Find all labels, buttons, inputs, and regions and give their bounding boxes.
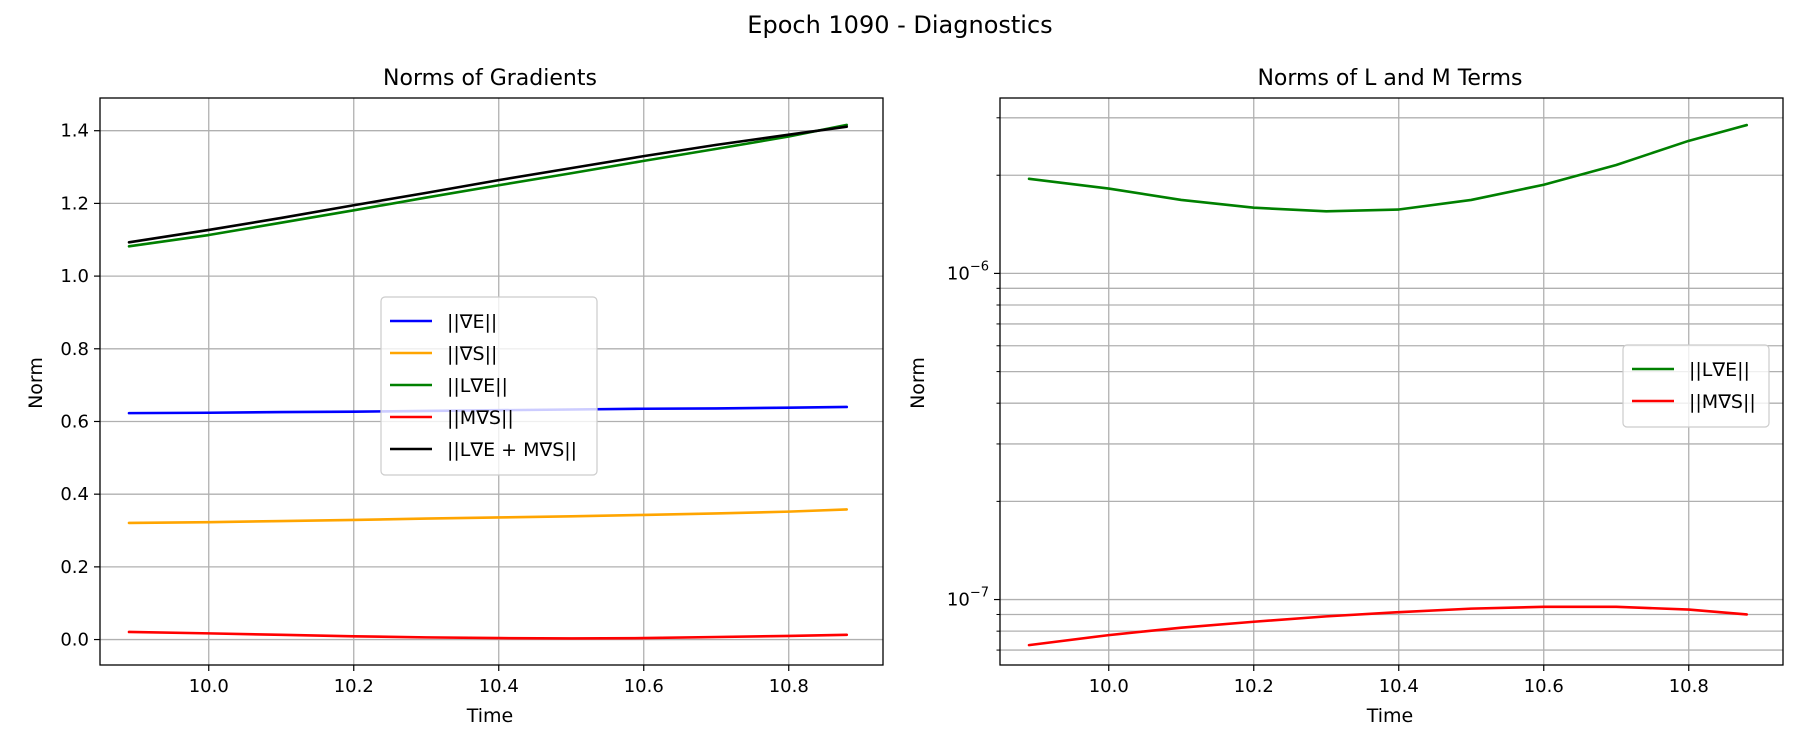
- lm-terms-x-tick-label: 10.0: [1089, 676, 1129, 697]
- lm-terms-chart-title: Norms of L and M Terms: [1257, 66, 1522, 91]
- gradients-y-axis-label: Norm: [25, 357, 47, 409]
- gradients-y-tick-label: 0.8: [60, 339, 89, 360]
- lm-terms-y-tick-label: 10−6: [947, 259, 989, 284]
- gradients-chart-panel: Norms of Gradients Time Norm 10.0 10.2 10.…: [25, 66, 884, 727]
- gradients-series-line-3: [127, 630, 849, 640]
- gradients-x-tick-label: 10.0: [189, 676, 229, 697]
- gradients-legend-label: ||L∇E||: [447, 375, 508, 397]
- gradients-chart-title: Norms of Gradients: [383, 66, 597, 91]
- lm-terms-y-tick-label: 10−7: [947, 586, 989, 611]
- lm-terms-axes: 10.0 10.2 10.4 10.6 10.8 10−6 10−7: [947, 97, 1784, 697]
- gradients-y-tick-label: 0.4: [60, 484, 89, 505]
- lm-terms-legend-label: ||L∇E||: [1689, 359, 1750, 381]
- gradients-series-line-4: [127, 125, 849, 244]
- gradients-y-tick-label: 0.0: [60, 630, 89, 651]
- lm-terms-series-line-0: [1027, 123, 1749, 213]
- lm-terms-x-axis-label: Time: [1366, 705, 1414, 727]
- lm-terms-y-axis-label: Norm: [907, 357, 929, 409]
- lm-terms-legend-label: ||M∇S||: [1689, 391, 1756, 413]
- gradients-y-tick-label: 0.6: [60, 411, 89, 432]
- lm-terms-legend: ||L∇E|| ||M∇S||: [1622, 344, 1770, 428]
- gradients-y-tick-label: 1.4: [60, 121, 89, 142]
- gradients-legend-label: ||∇E||: [447, 311, 497, 333]
- gradients-y-tick-label: 0.2: [60, 557, 89, 578]
- gradients-x-axis-label: Time: [466, 705, 514, 727]
- lm-terms-axes-frame: [999, 97, 1784, 666]
- gradients-legend-label: ||∇S||: [447, 343, 497, 365]
- lm-terms-x-tick-label: 10.4: [1379, 676, 1419, 697]
- gradients-axes: 10.0 10.2 10.4 10.6 10.8 0.0 0.2 0.4 0.6 0.8 1.0 1.…: [60, 97, 884, 697]
- gradients-x-tick-label: 10.8: [769, 676, 809, 697]
- gradients-legend-label: ||L∇E + M∇S||: [447, 439, 577, 461]
- gradients-x-tick-label: 10.2: [334, 676, 374, 697]
- lm-terms-legend-frame: [1622, 344, 1770, 428]
- lm-terms-series-line-1: [1027, 605, 1749, 647]
- gradients-series-line-2: [127, 123, 849, 248]
- gradients-series-line-1: [127, 508, 849, 525]
- lm-terms-series: [1027, 123, 1749, 647]
- gradients-legend: ||∇E|| ||∇S|| ||L∇E|| ||M∇S|| ||L∇E + M∇S||: [380, 296, 598, 476]
- gradients-x-tick-label: 10.6: [624, 676, 664, 697]
- lm-terms-x-tick-label: 10.8: [1669, 676, 1709, 697]
- lm-terms-x-tick-label: 10.2: [1234, 676, 1274, 697]
- gradients-y-tick-label: 1.0: [60, 266, 89, 287]
- gradients-legend-label: ||M∇S||: [447, 407, 514, 429]
- gradients-grid: [100, 98, 883, 665]
- gradients-axes-frame: [99, 97, 884, 666]
- lm-terms-chart-panel: Norms of L and M Terms Time Norm 10.0 10.…: [907, 66, 1784, 727]
- gradients-x-tick-label: 10.4: [479, 676, 519, 697]
- gradients-series: [127, 123, 849, 640]
- gradients-legend-frame: [380, 296, 598, 476]
- lm-terms-x-tick-label: 10.6: [1524, 676, 1564, 697]
- gradients-y-tick-label: 1.2: [60, 193, 89, 214]
- figure-suptitle: Epoch 1090 - Diagnostics: [747, 11, 1052, 39]
